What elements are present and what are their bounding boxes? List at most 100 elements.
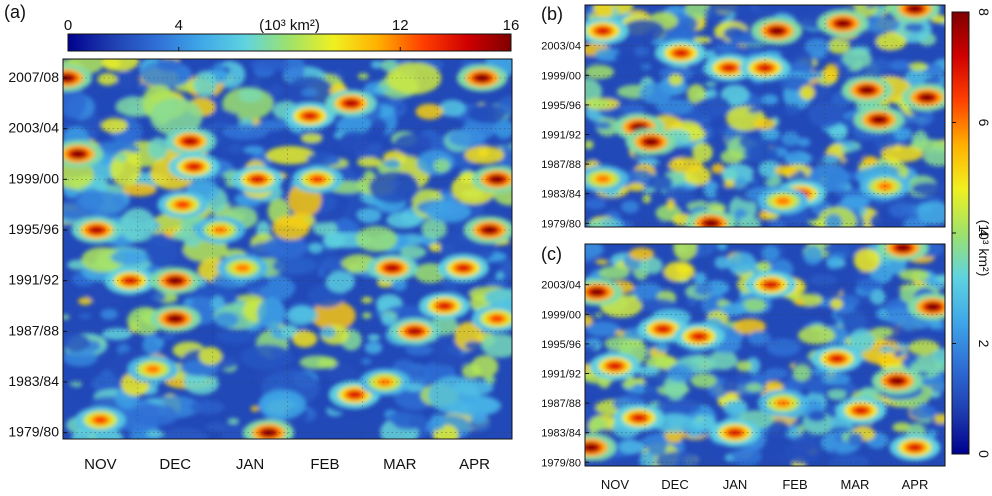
texture-cell xyxy=(193,71,218,97)
hotspot-a xyxy=(490,314,504,323)
texture-cell xyxy=(585,65,615,79)
texture-cell xyxy=(172,230,191,241)
texture-cell xyxy=(823,63,839,82)
hotspot-c xyxy=(854,406,868,415)
texture-cell xyxy=(183,372,219,395)
texture-cell xyxy=(595,259,609,265)
panel-a-field xyxy=(63,59,512,439)
hotspot-a xyxy=(93,416,108,424)
hotspot-c xyxy=(926,303,940,311)
hotspot-c xyxy=(890,377,904,385)
texture-cell xyxy=(486,278,508,287)
hotspot-c xyxy=(656,325,670,333)
x-tick-label: DEC xyxy=(159,456,191,473)
texture-cell xyxy=(766,338,801,357)
texture-cell xyxy=(863,15,901,34)
texture-cell xyxy=(841,383,854,392)
texture-cell xyxy=(252,76,261,86)
texture-cell xyxy=(853,248,881,272)
texture-cell xyxy=(228,143,243,154)
texture-cell xyxy=(421,218,447,240)
texture-cell xyxy=(101,59,140,72)
texture-cell xyxy=(415,103,444,120)
texture-cell xyxy=(922,63,943,76)
texture-cell xyxy=(268,84,284,98)
hotspot-b xyxy=(872,115,886,124)
texture-cell xyxy=(938,423,945,433)
texture-cell xyxy=(357,73,369,80)
hotspot-a xyxy=(347,390,362,399)
hotspot-a xyxy=(482,226,497,234)
texture-cell xyxy=(655,342,669,353)
texture-cell xyxy=(265,146,316,165)
colorbar-bc-tick-label: 2 xyxy=(976,340,992,348)
texture-cell xyxy=(663,261,695,282)
texture-cell xyxy=(263,235,308,259)
hotspot-b xyxy=(860,86,874,94)
texture-cell xyxy=(370,60,383,69)
texture-cell xyxy=(923,146,945,167)
texture-cell xyxy=(205,422,227,432)
texture-cell xyxy=(396,105,405,111)
texture-cell xyxy=(429,413,446,430)
texture-cell xyxy=(645,355,676,370)
texture-cell xyxy=(840,195,870,208)
texture-cell xyxy=(250,405,260,412)
texture-cell xyxy=(355,226,398,252)
texture-cell xyxy=(439,188,449,196)
texture-cell xyxy=(272,257,317,275)
texture-cell xyxy=(888,60,912,71)
hotspot-a xyxy=(168,276,183,285)
texture-cell xyxy=(780,76,810,91)
hotspot-c xyxy=(830,354,844,363)
texture-cell xyxy=(742,298,767,312)
texture-cell xyxy=(722,163,755,185)
texture-cell xyxy=(825,256,840,269)
hotspot-c xyxy=(896,244,910,252)
colorbar-bc-tick-label: 8 xyxy=(976,8,992,16)
hotspot-b xyxy=(836,19,850,28)
texture-cell xyxy=(733,177,748,190)
texture-cell xyxy=(895,343,909,348)
texture-cell xyxy=(317,357,338,369)
texture-cell xyxy=(894,350,902,358)
texture-cell xyxy=(380,59,398,72)
texture-cell xyxy=(325,270,355,293)
texture-cell xyxy=(655,451,699,466)
texture-cell xyxy=(933,413,945,424)
y-tick-label: 1991/92 xyxy=(541,130,581,142)
texture-cell xyxy=(673,244,698,261)
texture-cell xyxy=(762,245,780,262)
texture-cell xyxy=(888,202,913,218)
x-tick-label: FEB xyxy=(782,477,807,491)
colorbar-a-tick-label: 0 xyxy=(64,17,72,34)
hotspot-a xyxy=(145,365,160,374)
texture-cell xyxy=(756,261,771,272)
texture-cell xyxy=(585,78,603,105)
hotspot-a xyxy=(261,428,276,437)
texture-cell xyxy=(183,297,194,306)
texture-cell xyxy=(862,155,878,165)
texture-cell xyxy=(618,440,644,455)
panel-a-frame xyxy=(62,58,513,440)
texture-cell xyxy=(693,272,707,285)
texture-cell xyxy=(190,399,225,415)
texture-cell xyxy=(484,288,512,308)
y-tick-label: 1995/96 xyxy=(541,339,581,351)
texture-cell xyxy=(911,318,931,329)
texture-cell xyxy=(664,186,698,203)
texture-cell xyxy=(215,140,232,151)
texture-cell xyxy=(707,36,726,46)
texture-cell xyxy=(240,344,294,371)
texture-cell xyxy=(737,216,761,227)
texture-cell xyxy=(78,188,105,211)
texture-cell xyxy=(432,339,464,358)
colorbar-bc-tick-label: 4 xyxy=(976,229,992,237)
texture-cell xyxy=(430,354,468,367)
texture-cell xyxy=(391,278,408,291)
texture-cell xyxy=(797,137,811,147)
texture-cell xyxy=(356,207,382,224)
texture-cell xyxy=(822,155,839,164)
hotspot-a xyxy=(437,302,452,310)
panel-c-field xyxy=(585,244,945,466)
